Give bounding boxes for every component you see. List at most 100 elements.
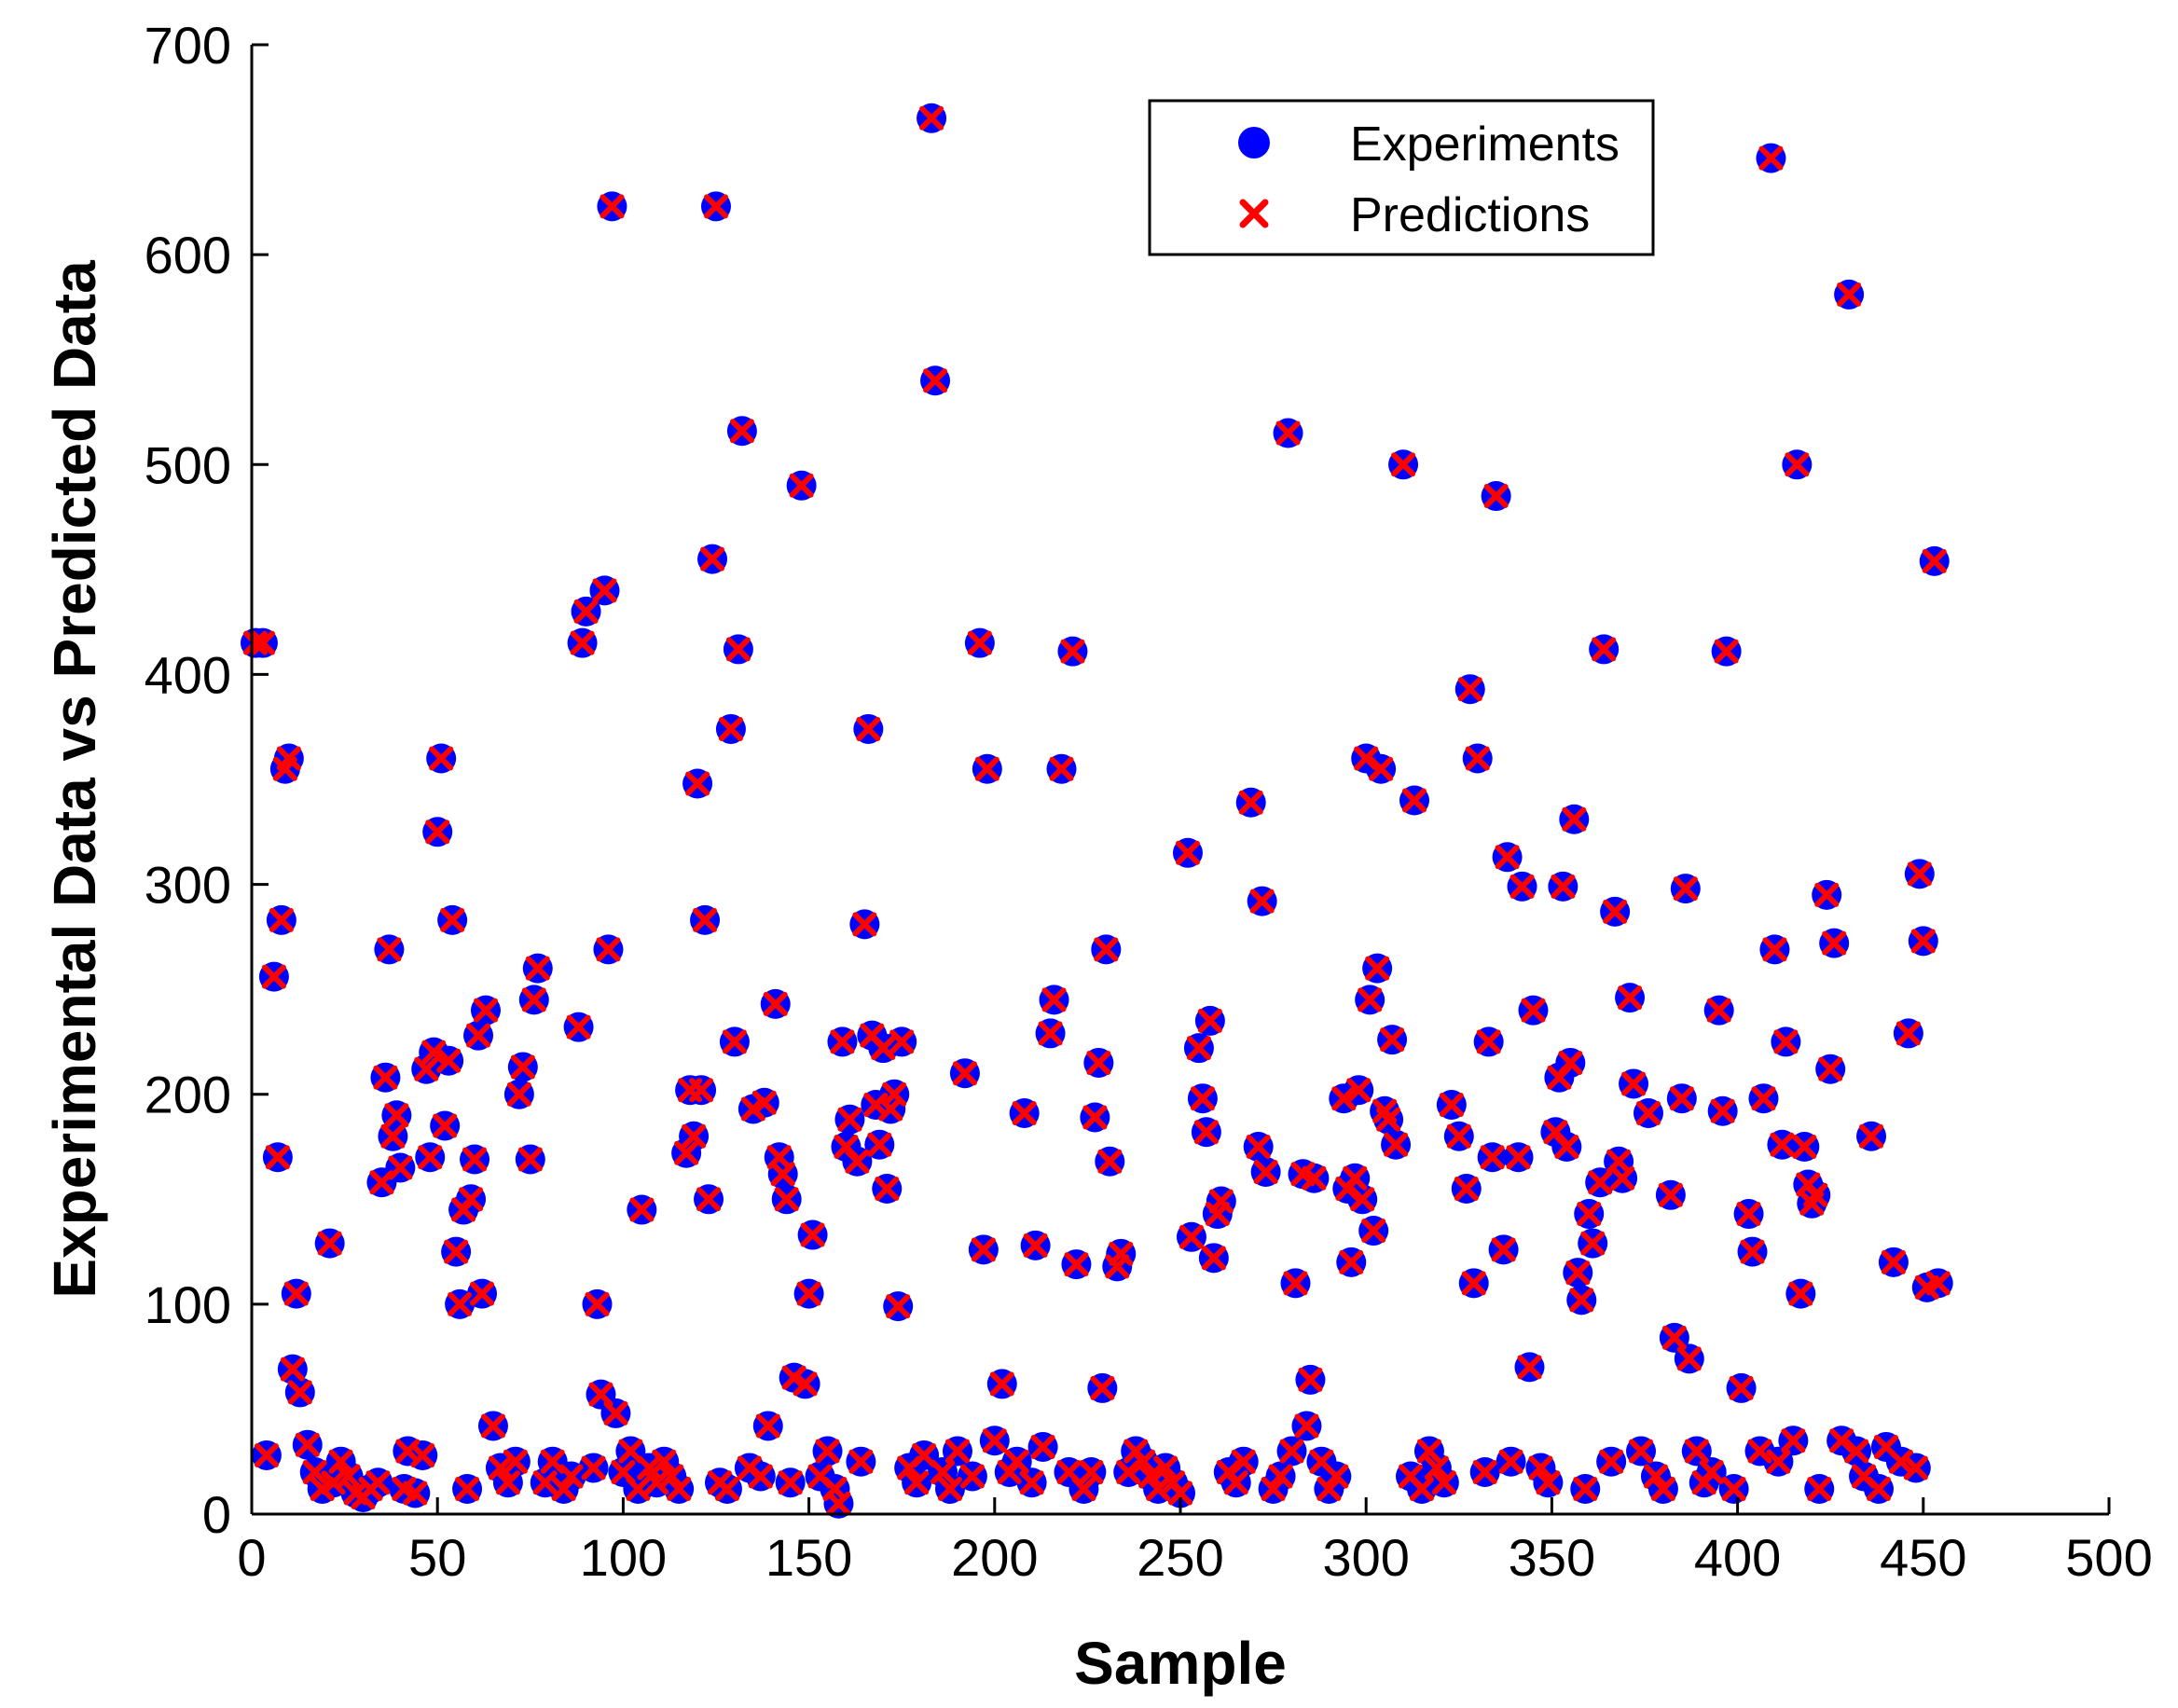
prediction-point [336,1464,361,1489]
prediction-point [470,1281,495,1306]
x-tick-label: 250 [1137,1528,1223,1587]
prediction-point [551,1476,576,1501]
prediction-point [444,1239,469,1264]
prediction-point [1097,1149,1123,1174]
prediction-point [1881,1249,1906,1274]
prediction-point [952,1061,977,1086]
prediction-point [503,1449,528,1474]
prediction-point [1669,1086,1694,1111]
prediction-point [1577,1202,1602,1227]
prediction-point [718,716,743,741]
prediction-point [1431,1470,1456,1495]
prediction-point [1491,1237,1516,1262]
prediction-point [1238,790,1263,815]
prediction-point [1457,677,1482,702]
prediction-point [644,1470,669,1495]
prediction-point [1279,1439,1304,1464]
prediction-point [429,746,454,771]
x-tick-label: 300 [1322,1528,1409,1587]
prediction-point [261,964,286,989]
prediction-point [1610,1165,1635,1191]
prediction-point [425,820,450,845]
prediction-point [269,907,294,932]
prediction-point [495,1470,520,1495]
prediction-point [637,1455,662,1481]
prediction-point [1684,1439,1709,1464]
prediction-point [1903,1455,1928,1481]
prediction-point [1350,1187,1375,1212]
prediction-point [1030,1434,1055,1459]
prediction-point [1343,1165,1368,1191]
prediction-point [1231,1449,1256,1474]
prediction-point [1175,840,1200,865]
prediction-point [1401,788,1427,813]
prediction-point [1138,1464,1164,1489]
prediction-point [1818,1056,1843,1081]
prediction-point [436,1048,462,1073]
prediction-point [1895,1021,1921,1046]
prediction-point [1517,1355,1542,1380]
prediction-point [912,1442,937,1467]
prediction-point [1109,1241,1134,1266]
plot-area [240,103,1953,1519]
prediction-point [540,1449,565,1474]
x-tick-label: 350 [1509,1528,1595,1587]
prediction-point [826,1491,851,1516]
prediction-point [1391,452,1416,477]
prediction-point [693,907,718,932]
prediction-point [1788,1281,1813,1306]
prediction-point [1736,1202,1761,1227]
y-tick-label: 300 [145,856,231,915]
y-tick-label: 100 [145,1275,231,1334]
prediction-point [1643,1464,1668,1489]
prediction-point [1275,420,1301,446]
prediction-point [1844,1439,1869,1464]
prediction-point [867,1132,892,1157]
prediction-point [421,1040,447,1065]
prediction-point [1785,452,1810,477]
prediction-point [1714,639,1739,664]
prediction-point [1439,1092,1464,1117]
prediction-point [1661,1325,1687,1350]
prediction-point [1635,1100,1661,1125]
prediction-point [685,771,710,796]
prediction-point [295,1432,320,1457]
prediction-point [740,1096,765,1122]
prediction-point [1676,1346,1702,1371]
prediction-point [287,1380,312,1405]
prediction-point [729,419,754,444]
prediction-point [1168,1481,1192,1506]
prediction-point [403,1481,428,1506]
prediction-point [1599,1449,1624,1474]
prediction-point [682,1123,707,1149]
axes [250,45,2109,1516]
prediction-point [254,1442,279,1467]
prediction-point [455,1476,480,1501]
prediction-point [532,1470,558,1495]
legend-box [1148,99,1655,256]
prediction-point [848,1449,874,1474]
prediction-point [1673,876,1698,902]
prediction-point [1565,1260,1591,1286]
prediction-point [1573,1476,1598,1501]
prediction-point [974,756,999,781]
x-tick-label: 150 [765,1528,852,1587]
prediction-point [1086,1050,1111,1075]
prediction-point [1562,806,1587,832]
prediction-point [1751,1086,1776,1111]
prediction-point [1618,985,1643,1011]
prediction-point [751,1090,777,1115]
prediction-point [1294,1413,1319,1439]
prediction-point [919,105,944,131]
prediction-point [388,1155,413,1180]
prediction-point [1781,1428,1806,1453]
x-axis-ticks: 0 50 100 150 200 250 300 350 400 450 500 [237,1497,2153,1587]
prediction-point [1197,1008,1222,1033]
prediction-point [1621,1071,1647,1096]
prediction-point [763,991,788,1016]
prediction-point [1483,484,1509,509]
prediction-point [462,1147,488,1172]
prediction-point [521,987,546,1012]
prediction-point [473,998,498,1023]
prediction-point [800,1222,825,1247]
